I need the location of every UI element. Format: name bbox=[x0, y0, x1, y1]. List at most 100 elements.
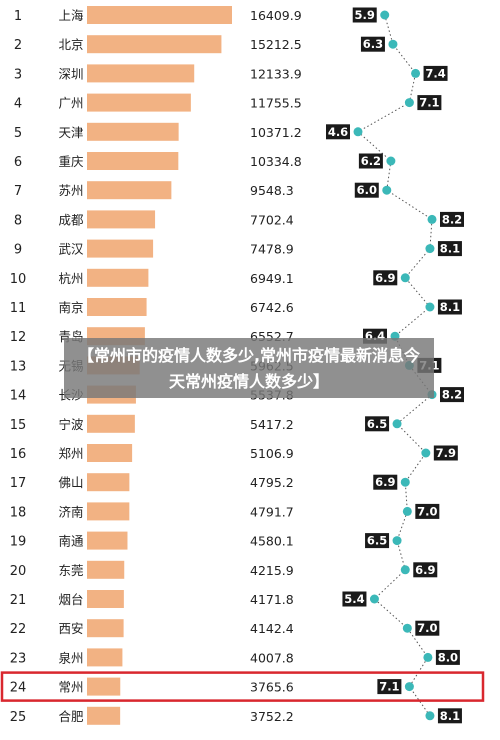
category-label: 郑州 bbox=[58, 446, 83, 461]
rank-label: 3 bbox=[14, 67, 22, 82]
rate-label-box bbox=[326, 124, 350, 140]
rank-label: 2 bbox=[14, 38, 22, 53]
value-bar bbox=[87, 444, 133, 462]
value-bar bbox=[87, 560, 125, 579]
rate-label: 7.1 bbox=[379, 680, 399, 694]
value-label: 10371.2 bbox=[250, 125, 302, 140]
rate-point bbox=[425, 244, 435, 254]
rank-label: 18 bbox=[10, 505, 27, 520]
rate-label-box bbox=[437, 241, 462, 257]
category-label: 济南 bbox=[58, 504, 83, 519]
value-bar bbox=[87, 648, 123, 667]
rate-point bbox=[421, 448, 431, 458]
rank-label: 19 bbox=[10, 535, 27, 550]
rate-label: 4.6 bbox=[328, 125, 348, 139]
rate-point bbox=[392, 536, 402, 546]
category-label: 武汉 bbox=[58, 242, 84, 257]
rate-label: 7.1 bbox=[419, 96, 439, 110]
value-label: 4142.4 bbox=[250, 621, 294, 636]
value-bar bbox=[87, 531, 128, 550]
value-bar bbox=[87, 677, 121, 696]
rate-label-box bbox=[365, 416, 390, 432]
rate-label: 6.9 bbox=[375, 475, 395, 489]
value-label: 3765.6 bbox=[250, 680, 294, 695]
rate-label-box bbox=[433, 445, 458, 461]
rank-label: 7 bbox=[14, 184, 22, 199]
category-label: 成都 bbox=[58, 212, 84, 227]
rate-label: 6.5 bbox=[367, 534, 387, 548]
rate-label-box bbox=[358, 153, 383, 169]
rate-point bbox=[388, 39, 398, 49]
rate-point bbox=[402, 623, 412, 633]
rate-point bbox=[380, 10, 390, 20]
rate-point bbox=[411, 68, 421, 78]
value-label: 4795.2 bbox=[250, 475, 294, 490]
rank-label: 6 bbox=[14, 155, 22, 170]
rank-label: 11 bbox=[10, 301, 27, 316]
rank-label: 24 bbox=[10, 681, 27, 696]
rate-label: 6.3 bbox=[363, 37, 383, 51]
rate-point bbox=[400, 477, 410, 487]
rate-point bbox=[404, 682, 414, 692]
value-bar bbox=[87, 93, 191, 112]
rate-label: 8.0 bbox=[438, 650, 458, 664]
value-bar bbox=[87, 473, 130, 492]
rate-label: 6.2 bbox=[361, 154, 381, 168]
rate-label: 7.9 bbox=[436, 446, 456, 460]
category-label: 宁波 bbox=[58, 417, 84, 432]
category-label: 东莞 bbox=[58, 563, 83, 578]
rank-label: 16 bbox=[10, 447, 27, 462]
value-label: 9548.3 bbox=[250, 183, 294, 198]
value-label: 6949.1 bbox=[250, 271, 294, 286]
value-bar bbox=[87, 414, 135, 433]
rate-label-box bbox=[354, 182, 379, 198]
rate-label-box bbox=[373, 474, 398, 490]
rate-label: 7.0 bbox=[417, 621, 437, 635]
rate-point bbox=[427, 214, 437, 224]
rate-label: 8.1 bbox=[440, 300, 460, 314]
value-bar bbox=[87, 122, 179, 141]
rank-label: 4 bbox=[14, 97, 22, 112]
rate-point bbox=[369, 594, 379, 604]
rank-label: 23 bbox=[10, 651, 27, 666]
value-label: 4215.9 bbox=[250, 563, 294, 578]
rank-label: 17 bbox=[10, 476, 27, 491]
value-label: 4580.1 bbox=[250, 534, 294, 549]
value-label: 15212.5 bbox=[250, 37, 302, 52]
category-label: 南通 bbox=[58, 534, 84, 549]
value-label: 10334.8 bbox=[250, 154, 302, 169]
category-label: 西安 bbox=[58, 621, 83, 636]
category-label: 北京 bbox=[58, 37, 83, 52]
rate-label: 6.9 bbox=[375, 271, 395, 285]
rate-label-box bbox=[352, 7, 377, 23]
value-label: 7702.4 bbox=[250, 212, 294, 227]
value-bar bbox=[87, 152, 179, 170]
value-bar bbox=[87, 502, 130, 521]
value-bar bbox=[87, 590, 124, 608]
value-label: 5106.9 bbox=[250, 446, 294, 461]
rate-label: 6.9 bbox=[415, 563, 435, 577]
value-label: 6742.6 bbox=[250, 300, 294, 315]
rank-label: 5 bbox=[14, 126, 22, 141]
rate-label-box bbox=[342, 591, 367, 607]
rank-label: 13 bbox=[10, 359, 27, 374]
category-label: 重庆 bbox=[58, 154, 84, 169]
rate-label-box bbox=[360, 36, 385, 52]
category-label: 天津 bbox=[58, 125, 83, 140]
rank-label: 14 bbox=[10, 389, 27, 404]
rank-label: 21 bbox=[10, 593, 27, 608]
value-label: 4791.7 bbox=[250, 504, 294, 519]
value-bar bbox=[87, 298, 147, 316]
rate-label: 5.4 bbox=[344, 592, 364, 606]
rank-label: 22 bbox=[10, 622, 27, 637]
rate-point bbox=[402, 506, 412, 516]
rate-label: 8.2 bbox=[442, 212, 462, 226]
rate-point bbox=[386, 156, 396, 166]
rate-label-box bbox=[365, 533, 390, 549]
rate-label-box bbox=[377, 679, 402, 695]
category-label: 常州 bbox=[58, 680, 83, 695]
rate-label: 7.0 bbox=[417, 504, 437, 518]
rate-label: 7.4 bbox=[425, 66, 445, 80]
value-label: 7478.9 bbox=[250, 242, 294, 257]
